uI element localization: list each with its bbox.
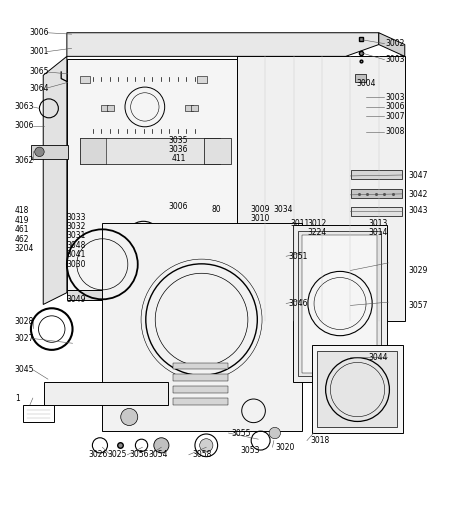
Bar bbox=[355, 74, 365, 82]
Text: 3041: 3041 bbox=[67, 250, 86, 260]
Text: 3047: 3047 bbox=[408, 171, 428, 180]
Text: 3007: 3007 bbox=[386, 112, 405, 121]
Text: 3063: 3063 bbox=[15, 103, 35, 112]
Text: 3058: 3058 bbox=[192, 450, 211, 459]
Bar bbox=[299, 231, 381, 376]
Circle shape bbox=[35, 147, 44, 157]
Polygon shape bbox=[379, 33, 405, 57]
Text: 3056: 3056 bbox=[129, 450, 149, 459]
Text: 3062: 3062 bbox=[15, 156, 34, 165]
Text: 3053: 3053 bbox=[241, 445, 260, 455]
Text: 3006: 3006 bbox=[168, 201, 188, 211]
Text: 3049: 3049 bbox=[67, 295, 86, 304]
Circle shape bbox=[121, 409, 138, 426]
Bar bbox=[173, 374, 228, 381]
Text: 3064: 3064 bbox=[29, 83, 48, 92]
Text: 3004: 3004 bbox=[356, 79, 375, 88]
Bar bbox=[351, 207, 402, 216]
Text: 3027: 3027 bbox=[15, 334, 34, 343]
Text: 3018: 3018 bbox=[310, 436, 329, 445]
Bar bbox=[204, 138, 231, 164]
Text: 3035: 3035 bbox=[168, 135, 188, 144]
Bar bbox=[351, 170, 402, 179]
Text: 462: 462 bbox=[15, 235, 29, 244]
Circle shape bbox=[200, 439, 213, 452]
Text: 3006: 3006 bbox=[15, 121, 35, 130]
Text: 3043: 3043 bbox=[408, 207, 428, 216]
Text: 3011: 3011 bbox=[290, 219, 309, 228]
Text: 3046: 3046 bbox=[288, 299, 308, 308]
Text: 3003: 3003 bbox=[386, 55, 405, 64]
Polygon shape bbox=[312, 344, 403, 433]
Text: 3224: 3224 bbox=[307, 228, 326, 237]
Bar bbox=[80, 138, 106, 164]
Text: 3006: 3006 bbox=[29, 28, 48, 37]
Text: 3014: 3014 bbox=[368, 228, 388, 237]
Text: 3010: 3010 bbox=[250, 214, 270, 223]
Text: 419: 419 bbox=[15, 216, 29, 225]
Text: 80: 80 bbox=[211, 205, 220, 214]
Text: 461: 461 bbox=[15, 225, 29, 234]
Text: 3028: 3028 bbox=[15, 317, 34, 326]
Text: 1: 1 bbox=[15, 393, 19, 402]
Text: 3013: 3013 bbox=[368, 219, 388, 228]
Polygon shape bbox=[237, 57, 405, 321]
Text: 3204: 3204 bbox=[15, 244, 34, 253]
Text: 3054: 3054 bbox=[148, 450, 168, 459]
Text: 3030: 3030 bbox=[67, 260, 86, 269]
Circle shape bbox=[269, 427, 281, 439]
Bar bbox=[173, 386, 228, 393]
Text: 3029: 3029 bbox=[408, 266, 428, 275]
Circle shape bbox=[154, 438, 169, 453]
Text: 3065: 3065 bbox=[29, 68, 48, 76]
Text: 3006: 3006 bbox=[386, 103, 405, 112]
Bar bbox=[80, 138, 219, 164]
Polygon shape bbox=[67, 59, 237, 290]
Bar bbox=[80, 76, 91, 83]
Text: 3036: 3036 bbox=[168, 145, 188, 154]
Bar bbox=[302, 235, 377, 373]
Text: 3045: 3045 bbox=[15, 365, 35, 374]
Text: 3032: 3032 bbox=[67, 222, 86, 231]
Text: 3031: 3031 bbox=[67, 231, 86, 240]
Bar bbox=[197, 76, 207, 83]
Text: 3008: 3008 bbox=[386, 127, 405, 136]
Bar bbox=[351, 189, 402, 198]
Polygon shape bbox=[67, 33, 379, 57]
Text: 3055: 3055 bbox=[231, 429, 251, 437]
Bar bbox=[191, 105, 198, 111]
Polygon shape bbox=[43, 57, 67, 305]
Text: 418: 418 bbox=[15, 207, 29, 216]
Text: 3042: 3042 bbox=[408, 190, 428, 199]
Text: 3051: 3051 bbox=[288, 252, 308, 261]
Polygon shape bbox=[102, 223, 302, 431]
Polygon shape bbox=[67, 290, 237, 300]
Text: 3009: 3009 bbox=[250, 205, 270, 214]
Text: 3001: 3001 bbox=[29, 47, 48, 56]
Text: 3002: 3002 bbox=[386, 39, 405, 48]
Polygon shape bbox=[44, 382, 168, 405]
Text: 411: 411 bbox=[172, 155, 186, 164]
Text: 3003: 3003 bbox=[386, 93, 405, 102]
Text: 3012: 3012 bbox=[307, 219, 326, 228]
Polygon shape bbox=[23, 405, 54, 422]
Bar bbox=[173, 363, 228, 369]
Bar bbox=[173, 398, 228, 405]
Bar bbox=[101, 105, 109, 111]
Text: 3020: 3020 bbox=[276, 443, 295, 451]
Polygon shape bbox=[293, 225, 387, 382]
Bar bbox=[185, 105, 192, 111]
Text: 3033: 3033 bbox=[67, 213, 86, 222]
Text: 3048: 3048 bbox=[67, 241, 86, 250]
Text: 3057: 3057 bbox=[408, 301, 428, 310]
Text: 3044: 3044 bbox=[368, 353, 388, 362]
Text: 3034: 3034 bbox=[274, 205, 293, 214]
Bar bbox=[107, 105, 114, 111]
Bar bbox=[318, 351, 397, 427]
Polygon shape bbox=[31, 145, 68, 159]
Text: 3025: 3025 bbox=[107, 450, 127, 459]
Text: 3026: 3026 bbox=[88, 450, 108, 459]
